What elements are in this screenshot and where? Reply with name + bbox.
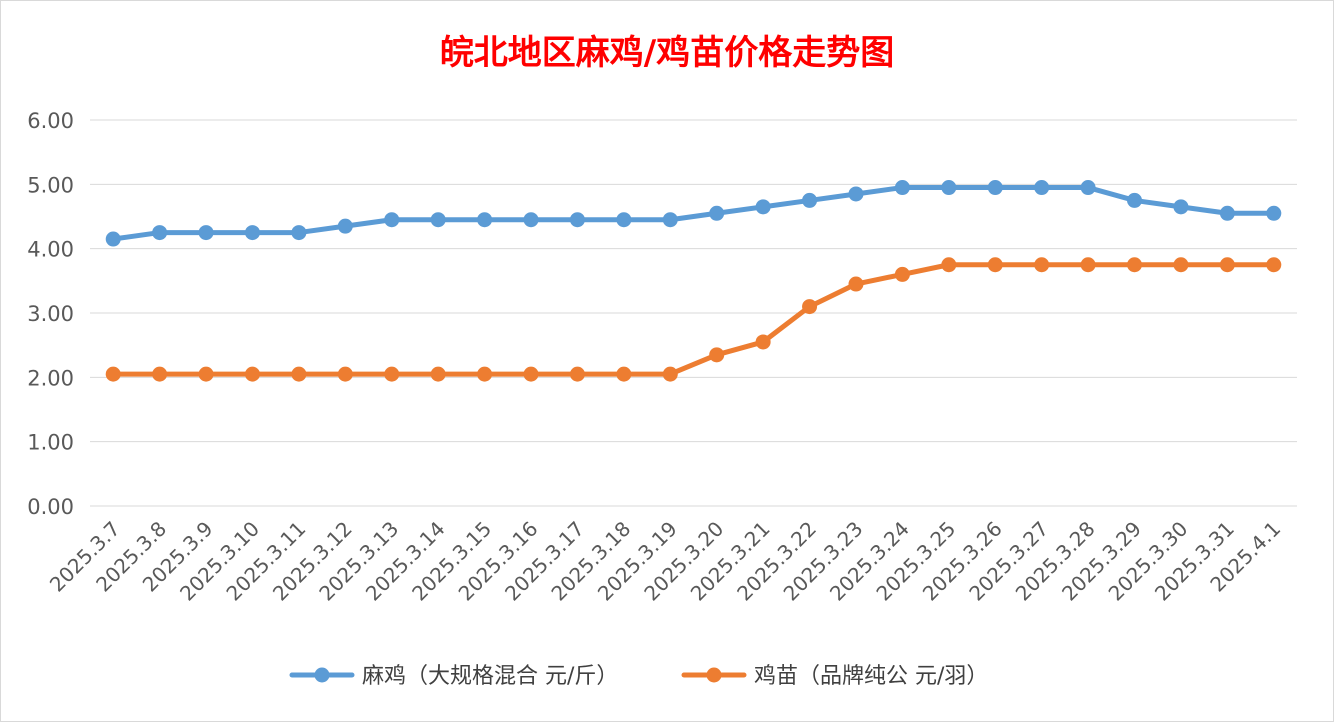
data-point: [662, 366, 678, 382]
data-point: [569, 366, 585, 382]
data-point: [1127, 192, 1143, 208]
data-point: [709, 347, 725, 363]
y-tick-label: 1.00: [27, 431, 74, 455]
gridlines: [90, 119, 1297, 507]
y-tick-label: 5.00: [27, 173, 74, 197]
chart-title: 皖北地区麻鸡/鸡苗价格走势图: [440, 33, 894, 73]
y-tick-label: 3.00: [27, 302, 74, 326]
data-point: [198, 225, 214, 241]
data-point: [802, 192, 818, 208]
data-point: [1127, 257, 1143, 273]
data-point: [1080, 257, 1096, 273]
data-point: [616, 366, 632, 382]
data-point: [1080, 180, 1096, 196]
data-point: [1266, 205, 1282, 221]
data-point: [1173, 199, 1189, 215]
legend-label: 麻鸡（大规格混合 元/斤）: [362, 664, 618, 689]
legend-label: 鸡苗（品牌纯公 元/羽）: [754, 664, 988, 689]
data-point: [477, 212, 493, 228]
data-point: [662, 212, 678, 228]
data-point: [755, 334, 771, 350]
data-point: [1266, 257, 1282, 273]
y-tick-label: 0.00: [27, 495, 74, 519]
data-point: [569, 212, 585, 228]
legend-marker: [706, 667, 722, 683]
data-point: [244, 225, 260, 241]
data-point: [1034, 180, 1050, 196]
data-point: [709, 205, 725, 221]
data-point: [337, 366, 353, 382]
series-2: [105, 257, 1282, 382]
data-point: [152, 225, 168, 241]
data-point: [755, 199, 771, 215]
data-point: [105, 366, 121, 382]
data-point: [291, 225, 307, 241]
data-point: [802, 299, 818, 315]
data-point: [1173, 257, 1189, 273]
series-layer: [105, 180, 1282, 382]
y-tick-label: 4.00: [27, 238, 74, 262]
data-point: [987, 180, 1003, 196]
data-point: [1219, 205, 1235, 221]
data-point: [987, 257, 1003, 273]
data-point: [848, 276, 864, 292]
data-point: [152, 366, 168, 382]
data-point: [523, 212, 539, 228]
data-point: [616, 212, 632, 228]
data-point: [244, 366, 260, 382]
series-1: [105, 180, 1282, 247]
legend-item: 麻鸡（大规格混合 元/斤）: [289, 664, 618, 689]
y-tick-label: 2.00: [27, 366, 74, 390]
data-point: [430, 366, 446, 382]
data-point: [894, 266, 910, 282]
series-line: [110, 185, 1277, 242]
data-point: [384, 212, 400, 228]
data-point: [337, 218, 353, 234]
y-axis-ticks: 0.00 1.00 2.00 3.00 4.00 5.00 6.00: [27, 109, 74, 519]
series-line: [110, 262, 1277, 377]
data-point: [1034, 257, 1050, 273]
data-point: [430, 212, 446, 228]
data-point: [523, 366, 539, 382]
data-point: [105, 231, 121, 247]
data-point: [198, 366, 214, 382]
data-point: [941, 257, 957, 273]
data-point: [477, 366, 493, 382]
data-point: [1219, 257, 1235, 273]
data-point: [941, 180, 957, 196]
data-point: [848, 186, 864, 202]
y-tick-label: 6.00: [27, 109, 74, 133]
legend-item: 鸡苗（品牌纯公 元/羽）: [681, 664, 988, 689]
legend-marker: [314, 667, 330, 683]
data-point: [894, 180, 910, 196]
data-point: [384, 366, 400, 382]
legend: 麻鸡（大规格混合 元/斤） 鸡苗（品牌纯公 元/羽）: [289, 664, 988, 689]
data-point: [291, 366, 307, 382]
